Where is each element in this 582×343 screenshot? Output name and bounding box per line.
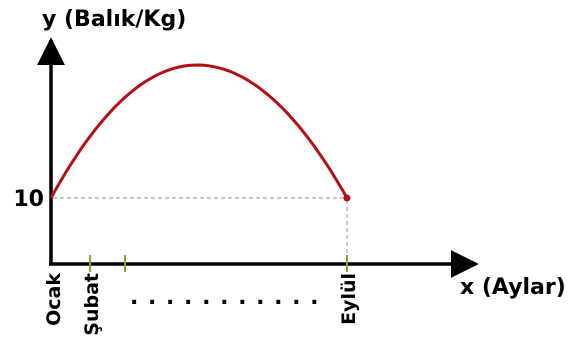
curve-end-point [343, 194, 351, 202]
x-tick-label-eylul: Eylül [338, 273, 360, 325]
y-axis-label: y (Balık/Kg) [42, 7, 186, 32]
x-tick-label-subat: Şubat [81, 273, 103, 336]
ellipsis-dots: . . . . . . . . . . . [130, 285, 320, 310]
x-tick-label-ocak: Ocak [43, 273, 65, 326]
series-curve [49, 63, 349, 199]
y-tick-label-10: 10 [13, 187, 44, 212]
x-axis-label: x (Aylar) [460, 275, 566, 300]
